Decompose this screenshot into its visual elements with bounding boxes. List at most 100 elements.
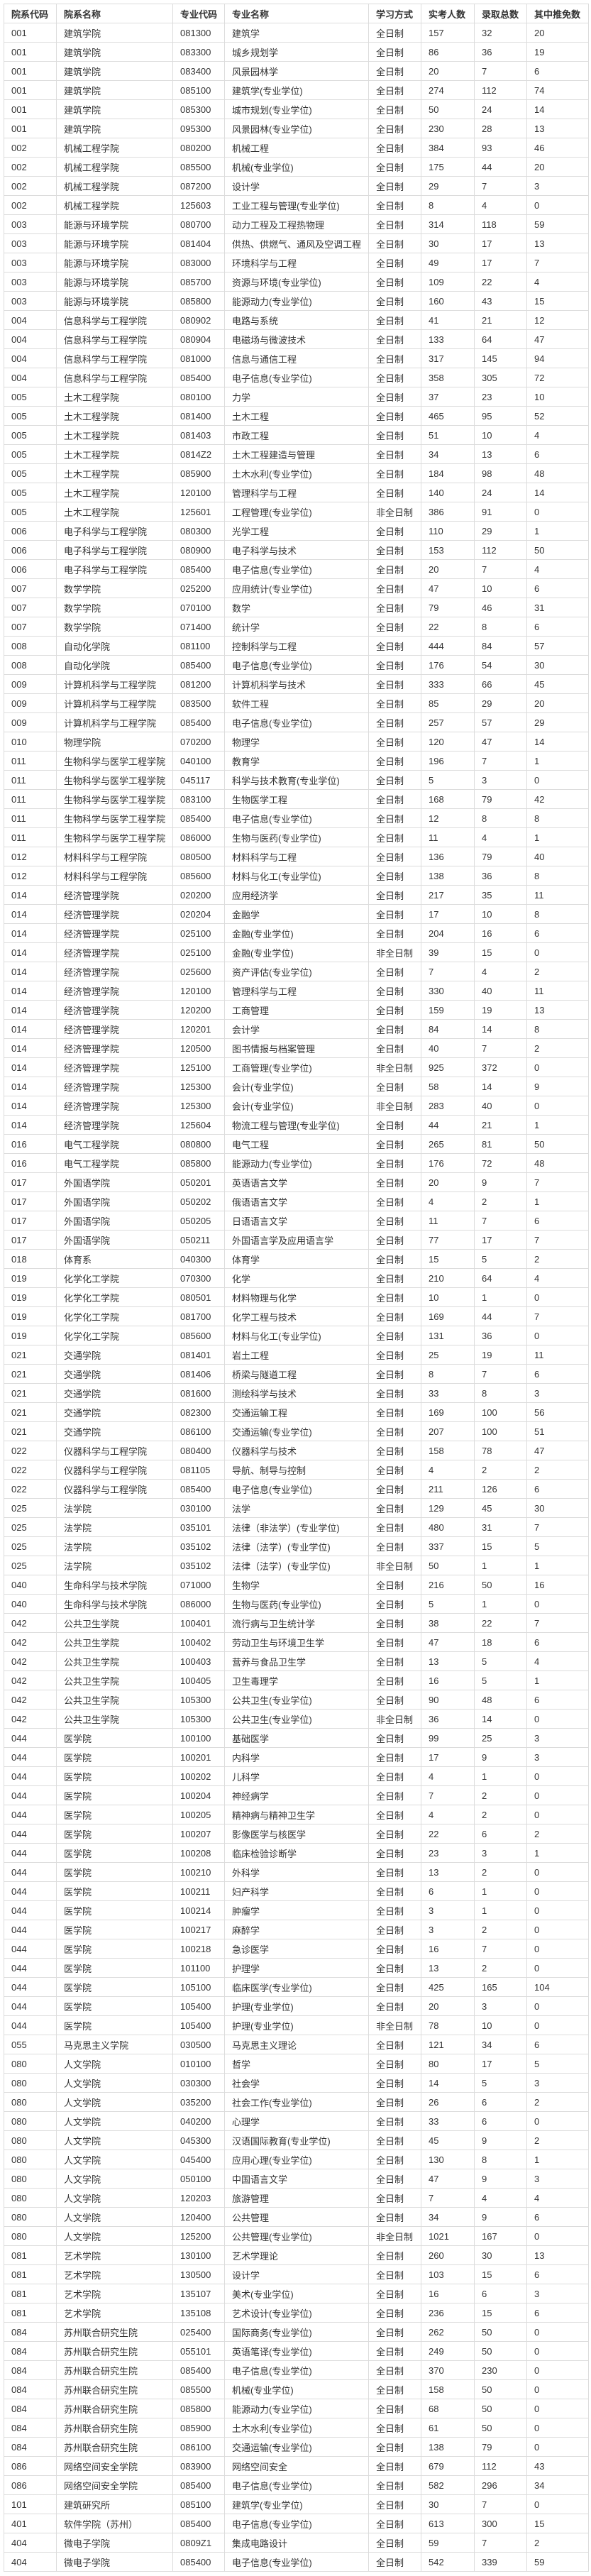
- cell-study-mode: 全日制: [368, 329, 421, 349]
- cell-admitted-count: 98: [474, 463, 527, 483]
- cell-dept-name: 建筑学院: [56, 99, 173, 119]
- cell-dept-code: 081: [4, 2284, 57, 2303]
- cell-exam-count: 39: [421, 942, 475, 962]
- cell-study-mode: 全日制: [368, 1383, 421, 1403]
- cell-study-mode: 全日制: [368, 1651, 421, 1671]
- cell-exam-count: 13: [421, 1958, 475, 1978]
- table-row: 004 信息科学与工程学院 080904 电磁场与微波技术 全日制 133 64 47: [4, 329, 589, 349]
- table-row: 081 艺术学院 135107 美术(专业学位) 全日制 16 6 3: [4, 2284, 589, 2303]
- cell-major-name: 护理(专业学位): [224, 2015, 369, 2035]
- cell-dept-code: 086: [4, 2475, 57, 2495]
- cell-exam-count: 20: [421, 1996, 475, 2016]
- cell-dept-name: 化学化工学院: [56, 1287, 173, 1307]
- cell-major-code: 100100: [172, 1728, 225, 1748]
- cell-dept-code: 014: [4, 1000, 57, 1020]
- cell-dept-code: 017: [4, 1211, 57, 1231]
- cell-study-mode: 全日制: [368, 1287, 421, 1307]
- cell-major-name: 公共管理: [224, 2207, 369, 2227]
- cell-study-mode: 非全日制: [368, 502, 421, 522]
- cell-exam-count: 47: [421, 1632, 475, 1652]
- cell-exempt-count: 1: [526, 1115, 589, 1135]
- cell-dept-name: 仪器科学与工程学院: [56, 1441, 173, 1460]
- cell-study-mode: 全日制: [368, 1939, 421, 1959]
- table-row: 007 数学学院 070100 数学 全日制 79 46 31: [4, 598, 589, 617]
- cell-dept-code: 014: [4, 923, 57, 943]
- cell-admitted-count: 29: [474, 521, 527, 541]
- cell-admitted-count: 7: [474, 1038, 527, 1058]
- cell-dept-code: 081: [4, 2303, 57, 2323]
- cell-dept-name: 生物科学与医学工程学院: [56, 827, 173, 847]
- cell-exempt-count: 6: [526, 2207, 589, 2227]
- cell-study-mode: 全日制: [368, 1249, 421, 1269]
- cell-exempt-count: 0: [526, 1594, 589, 1614]
- cell-dept-name: 人文学院: [56, 2130, 173, 2150]
- cell-dept-code: 005: [4, 387, 57, 407]
- cell-exam-count: 90: [421, 1690, 475, 1710]
- cell-study-mode: 全日制: [368, 1172, 421, 1192]
- cell-major-code: 045300: [172, 2130, 225, 2150]
- cell-exam-count: 30: [421, 2494, 475, 2514]
- cell-exempt-count: 10: [526, 387, 589, 407]
- table-row: 008 自动化学院 085400 电子信息(专业学位) 全日制 176 54 30: [4, 655, 589, 675]
- cell-major-code: 030100: [172, 1498, 225, 1518]
- table-row: 001 建筑学院 085300 城市规划(专业学位) 全日制 50 24 14: [4, 99, 589, 119]
- cell-major-code: 100218: [172, 1939, 225, 1959]
- cell-exempt-count: 20: [526, 23, 589, 43]
- cell-exempt-count: 31: [526, 598, 589, 617]
- cell-admitted-count: 7: [474, 176, 527, 196]
- cell-major-name: 法律（非法学）(专业学位): [224, 1517, 369, 1537]
- cell-major-name: 土木水利(专业学位): [224, 463, 369, 483]
- cell-study-mode: 全日制: [368, 176, 421, 196]
- cell-admitted-count: 7: [474, 61, 527, 81]
- cell-major-code: 025200: [172, 578, 225, 598]
- cell-study-mode: 全日制: [368, 2035, 421, 2054]
- cell-exempt-count: 0: [526, 2226, 589, 2246]
- cell-major-code: 085300: [172, 99, 225, 119]
- cell-exam-count: 337: [421, 1536, 475, 1556]
- cell-dept-code: 081: [4, 2264, 57, 2284]
- table-row: 001 建筑学院 085100 建筑学(专业学位) 全日制 274 112 74: [4, 80, 589, 100]
- cell-exempt-count: 6: [526, 1690, 589, 1710]
- cell-exempt-count: 46: [526, 138, 589, 158]
- table-row: 003 能源与环境学院 083000 环境科学与工程 全日制 49 17 7: [4, 253, 589, 273]
- cell-study-mode: 全日制: [368, 1747, 421, 1767]
- cell-major-name: 桥梁与隧道工程: [224, 1364, 369, 1384]
- cell-dept-name: 生命科学与技术学院: [56, 1575, 173, 1595]
- cell-major-name: 电子信息(专业学位): [224, 2360, 369, 2380]
- cell-study-mode: 全日制: [368, 195, 421, 215]
- table-row: 044 医学院 105100 临床医学(专业学位) 全日制 425 165 104: [4, 1977, 589, 1997]
- cell-major-name: 电子信息(专业学位): [224, 1479, 369, 1499]
- cell-exempt-count: 74: [526, 80, 589, 100]
- cell-major-code: 035200: [172, 2092, 225, 2112]
- cell-major-name: 资产评估(专业学位): [224, 962, 369, 981]
- cell-admitted-count: 28: [474, 119, 527, 138]
- table-row: 006 电子科学与工程学院 085400 电子信息(专业学位) 全日制 20 7 4: [4, 559, 589, 579]
- cell-dept-code: 017: [4, 1230, 57, 1250]
- cell-exempt-count: 0: [526, 195, 589, 215]
- cell-dept-name: 能源与环境学院: [56, 272, 173, 292]
- cell-exam-count: 45: [421, 2130, 475, 2150]
- cell-admitted-count: 3: [474, 1996, 527, 2016]
- table-row: 084 苏州联合研究生院 055101 英语笔译(专业学位) 全日制 249 50 0: [4, 2341, 589, 2361]
- cell-study-mode: 全日制: [368, 1230, 421, 1250]
- cell-dept-code: 014: [4, 1019, 57, 1039]
- cell-major-name: 能源动力(专业学位): [224, 291, 369, 311]
- cell-dept-code: 001: [4, 23, 57, 43]
- cell-dept-code: 001: [4, 99, 57, 119]
- cell-exempt-count: 48: [526, 1153, 589, 1173]
- cell-exempt-count: 19: [526, 42, 589, 62]
- table-row: 014 经济管理学院 025100 金融(专业学位) 全日制 204 16 6: [4, 923, 589, 943]
- cell-major-name: 岩土工程: [224, 1345, 369, 1365]
- cell-admitted-count: 91: [474, 502, 527, 522]
- cell-exempt-count: 4: [526, 2188, 589, 2208]
- cell-dept-name: 能源与环境学院: [56, 253, 173, 273]
- cell-exempt-count: 7: [526, 1172, 589, 1192]
- cell-major-code: 105400: [172, 1996, 225, 2016]
- cell-admitted-count: 17: [474, 2054, 527, 2074]
- cell-dept-name: 医学院: [56, 1728, 173, 1748]
- cell-dept-code: 042: [4, 1632, 57, 1652]
- cell-exempt-count: 0: [526, 1920, 589, 1939]
- cell-admitted-count: 5: [474, 1670, 527, 1690]
- cell-dept-name: 计算机科学与工程学院: [56, 674, 173, 694]
- cell-exam-count: 257: [421, 712, 475, 732]
